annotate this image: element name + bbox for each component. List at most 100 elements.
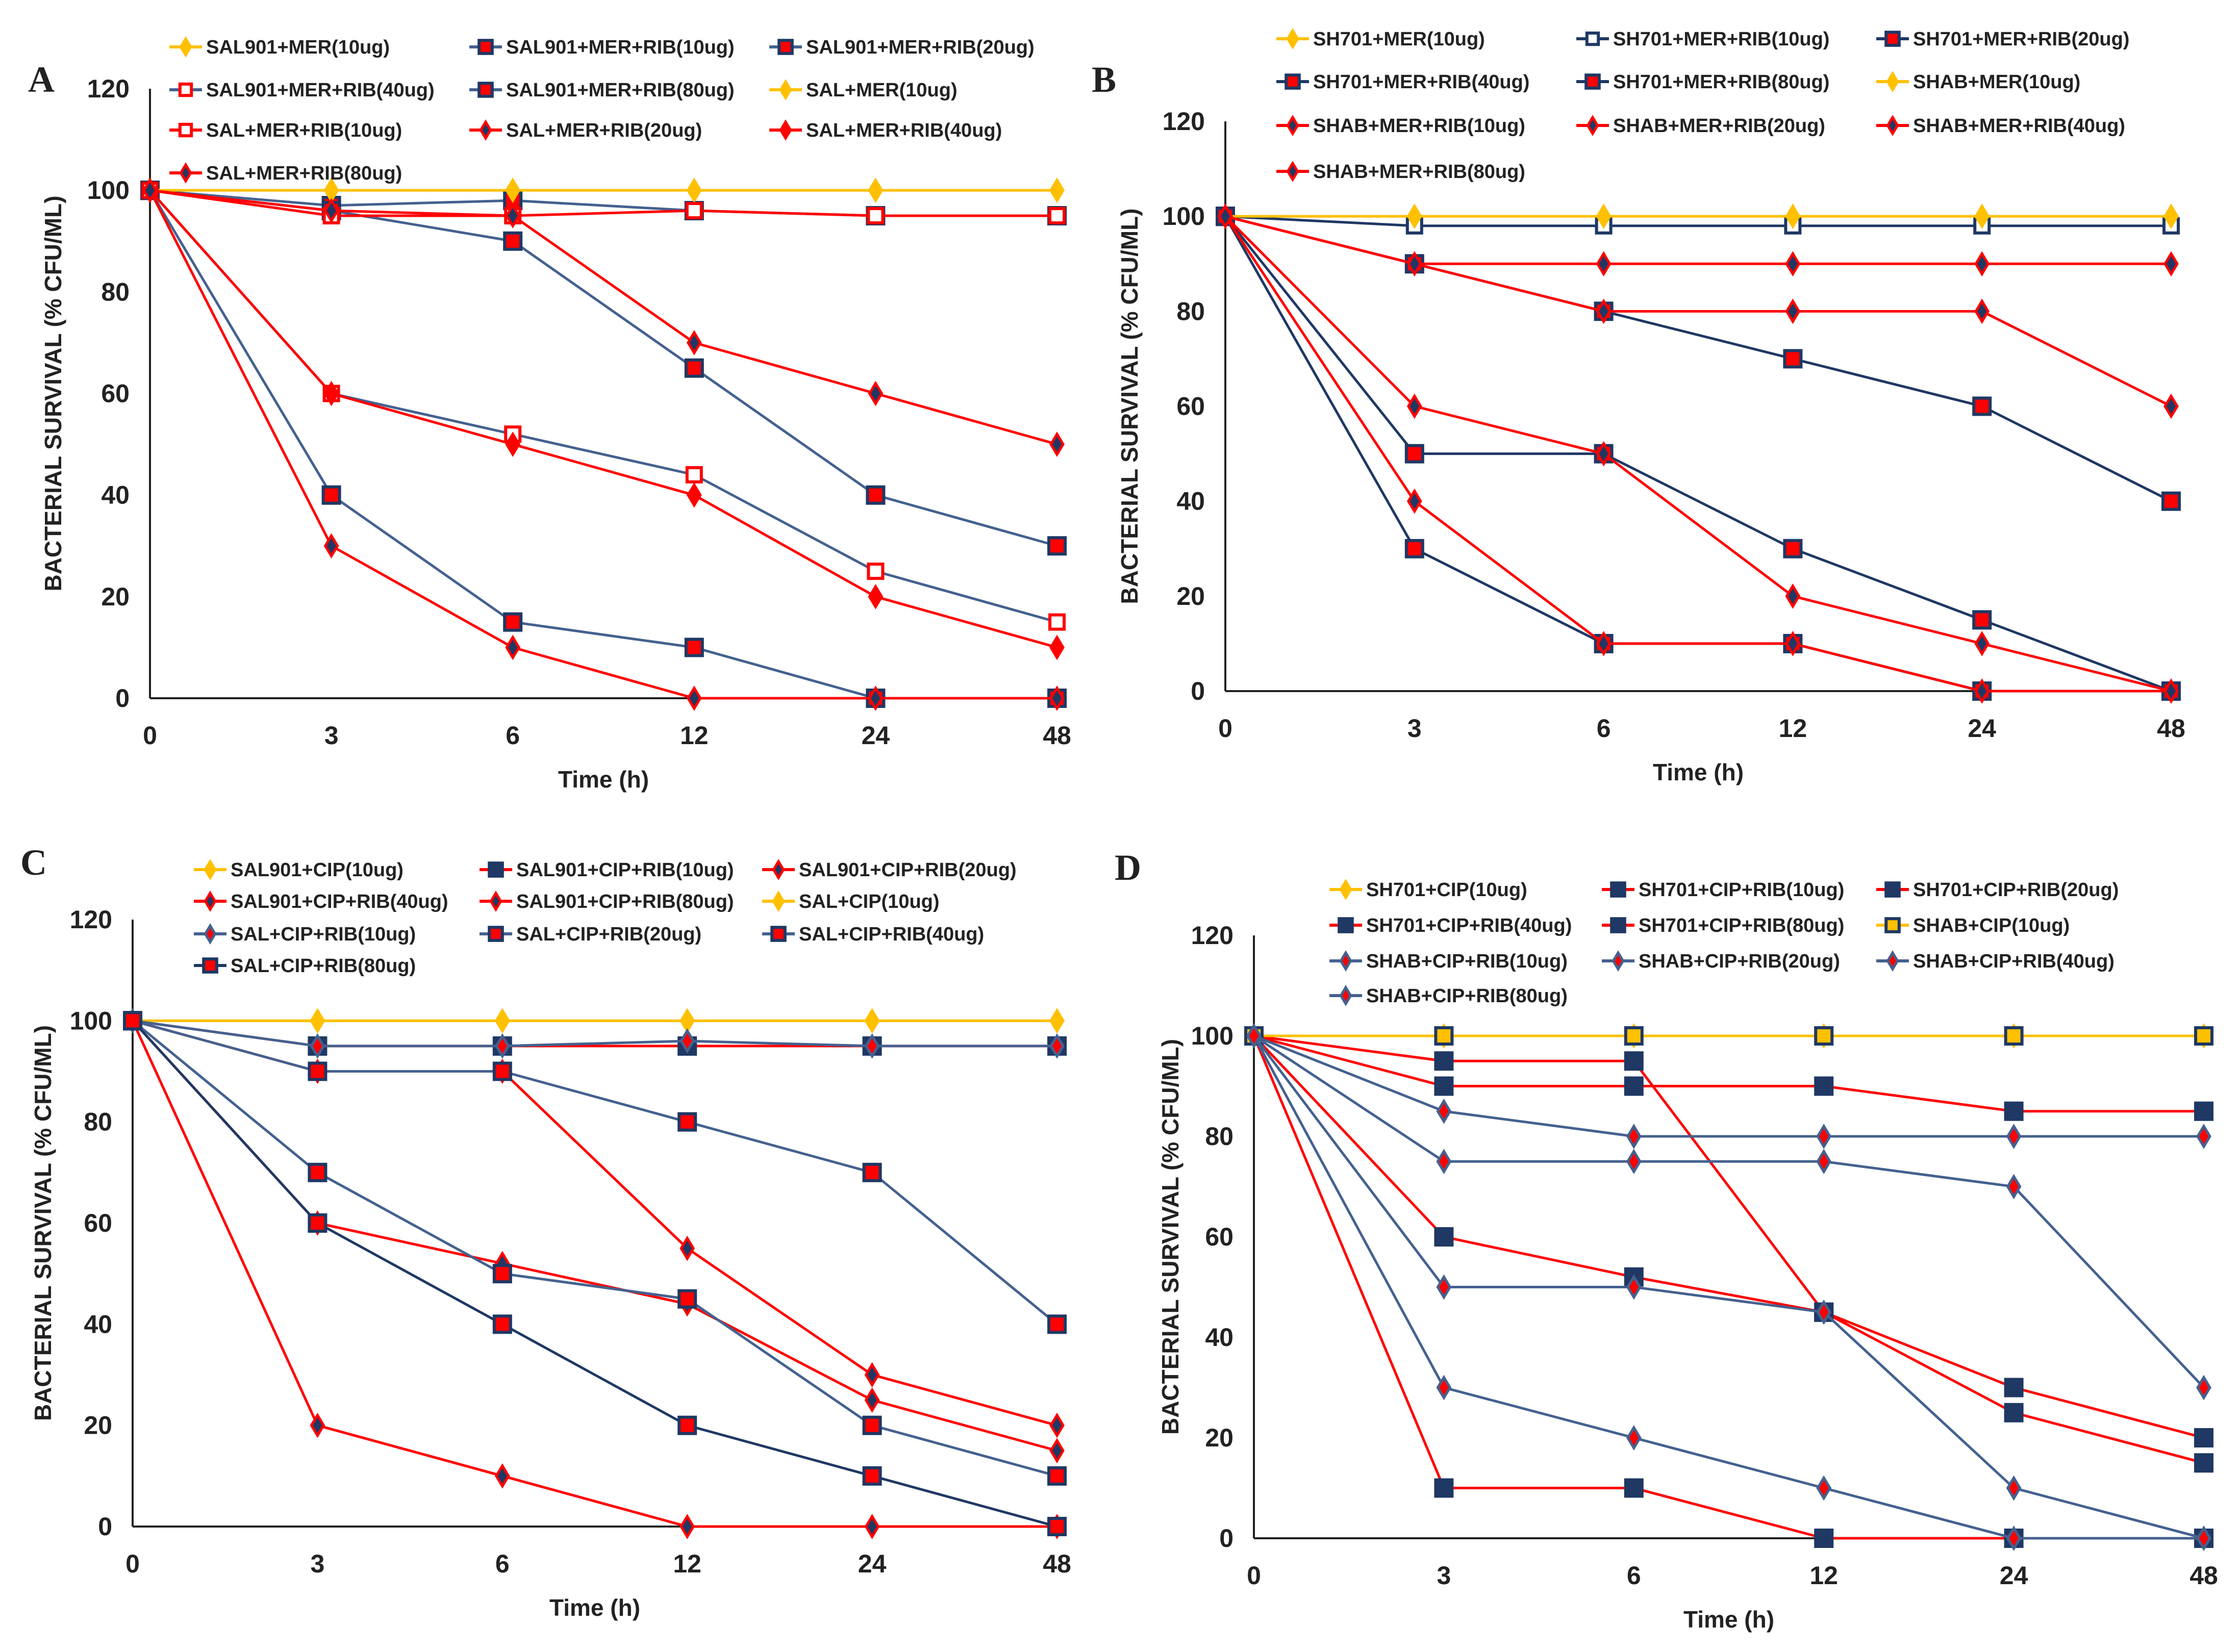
data-point: [686, 685, 702, 711]
data-point: [867, 207, 885, 224]
legend-label: SAL901+CIP+RIB(10ug): [516, 859, 734, 881]
legend-item: SAL+CIP+RIB(40ug): [762, 924, 984, 945]
x-tick-label: 24: [2000, 1561, 2028, 1590]
legend-item: SAL+MER+RIB(10ug): [169, 120, 402, 141]
y-tick-label: 40: [84, 1310, 112, 1338]
x-tick-label: 48: [1043, 721, 1071, 750]
legend-item: SHAB+CIP+RIB(40ug): [1876, 950, 2115, 972]
data-point: [1816, 1299, 1832, 1325]
series-line: [1253, 1034, 2204, 1113]
legend-item: SHAB+MER+RIB(40ug): [1876, 115, 2125, 137]
y-tick-label: 20: [101, 582, 130, 611]
data-point: [1814, 1026, 1834, 1046]
data-point: [310, 1033, 325, 1059]
y-tick-label: 20: [84, 1411, 112, 1440]
x-tick-label: 24: [862, 721, 890, 750]
data-point: [1404, 539, 1424, 558]
data-point: [2006, 1526, 2022, 1551]
data-point: [492, 1264, 512, 1284]
series-line: [1253, 1034, 2204, 1439]
data-point: [2004, 1101, 2024, 1121]
legend-marker: [1338, 917, 1354, 933]
legend-item: SAL+MER+RIB(80ug): [169, 162, 402, 184]
legend-marker: [1886, 115, 1899, 136]
data-point: [323, 380, 339, 406]
legend-label: SH701+CIP+RIB(20ug): [1913, 879, 2119, 901]
y-tick-label: 100: [1191, 1022, 1234, 1050]
data-point: [1785, 251, 1801, 277]
legend-label: SAL+CIP+RIB(80ug): [231, 955, 416, 977]
data-point: [505, 634, 521, 660]
legend-item: SH701+MER(10ug): [1276, 28, 1485, 50]
data-point: [2006, 1174, 2022, 1200]
legend-item: SAL901+CIP+RIB(10ug): [480, 859, 734, 881]
data-point: [505, 431, 521, 457]
legend-item: SAL+CIP+RIB(80ug): [194, 955, 416, 977]
data-point: [1436, 1098, 1452, 1124]
data-point: [2004, 1403, 2024, 1422]
legend-label: SH701+MER+RIB(40ug): [1313, 71, 1529, 93]
data-point: [1049, 1438, 1065, 1464]
legend-marker: [1610, 881, 1626, 898]
legend-marker: [1884, 917, 1901, 933]
legend-item: SAL901+MER(10ug): [169, 36, 390, 58]
data-point: [866, 485, 886, 505]
data-point: [1436, 1149, 1452, 1175]
y-tick-label: 60: [1176, 392, 1205, 421]
legend-label: SAL901+CIP+RIB(20ug): [799, 859, 1017, 881]
data-point: [679, 1028, 695, 1054]
series-line: [132, 1019, 1058, 1326]
y-axis-title: BACTERIAL SURVIVAL (% CFU/ML): [30, 1025, 56, 1421]
legend-marker: [1884, 881, 1901, 898]
legend-marker: [488, 926, 504, 942]
data-point: [142, 177, 158, 204]
data-point: [868, 380, 884, 406]
y-tick-label: 100: [70, 1006, 112, 1035]
legend-label: SAL+MER(10ug): [806, 80, 958, 101]
data-point: [2194, 1026, 2213, 1046]
series-line: [1224, 215, 2172, 693]
series-line: [1224, 215, 2171, 693]
x-tick-label: 12: [1779, 714, 1807, 743]
data-point: [2196, 1526, 2211, 1551]
panel-label: A: [28, 59, 55, 100]
legend-label: SHAB+CIP+RIB(10ug): [1366, 951, 1568, 972]
series-shab-mer-rib-40ug-: [1218, 204, 2179, 704]
series-line: [1253, 1035, 2204, 1464]
data-point: [686, 330, 702, 355]
legend-label: SAL901+MER+RIB(10ug): [506, 37, 735, 58]
data-point: [679, 1008, 695, 1034]
data-point: [1814, 1076, 1834, 1096]
legend-marker: [1610, 917, 1626, 933]
y-tick-label: 60: [84, 1209, 112, 1237]
legend-item: SAL901+MER+RIB(10ug): [469, 37, 735, 58]
data-point: [505, 203, 521, 228]
legend-item: SAL901+CIP(10ug): [194, 859, 404, 881]
legend-marker: [1339, 950, 1352, 972]
data-point: [685, 202, 703, 219]
x-tick-label: 6: [495, 1549, 510, 1578]
data-point: [1596, 251, 1612, 277]
legend-marker: [1286, 28, 1299, 49]
series-sal-mer-rib-80ug-: [142, 177, 1065, 711]
legend-item: SAL+CIP+RIB(10ug): [194, 923, 416, 945]
series-shab-mer-rib-80ug-: [1218, 204, 2179, 704]
data-point: [2163, 678, 2179, 704]
data-point: [1049, 1412, 1065, 1438]
data-point: [1972, 610, 1992, 630]
data-point: [1974, 251, 1990, 277]
legend-label: SAL+MER+RIB(80ug): [206, 163, 402, 184]
y-tick-label: 0: [1191, 677, 1205, 705]
data-point: [1049, 431, 1065, 457]
legend-item: SAL901+CIP+RIB(40ug): [194, 891, 448, 912]
legend-marker: [1586, 115, 1599, 136]
legend-label: SAL+MER+RIB(10ug): [206, 120, 402, 141]
legend-item: SHAB+CIP+RIB(80ug): [1329, 985, 1568, 1007]
data-point: [1049, 1008, 1065, 1034]
legend-marker: [1286, 161, 1299, 182]
data-point: [686, 482, 702, 508]
legend-marker: [179, 36, 192, 58]
x-tick-label: 48: [2189, 1561, 2218, 1590]
data-point: [1434, 1026, 1454, 1046]
data-point: [1218, 204, 1233, 230]
